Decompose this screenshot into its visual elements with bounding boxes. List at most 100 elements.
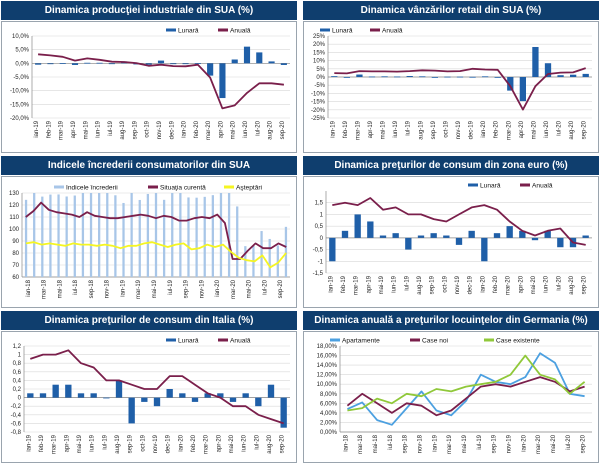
bar-Lunară (381, 76, 388, 78)
y-tick-label: 60 (12, 275, 19, 281)
bar-Lunară (519, 77, 526, 102)
x-tick-label: sep-18 (89, 279, 95, 298)
x-tick-label: iul-18 (73, 279, 79, 294)
bar-Lunară (182, 63, 189, 65)
legend-label: Lunară (178, 28, 199, 35)
y-tick-label: 1 (320, 212, 324, 218)
bar-Lunară (90, 393, 97, 398)
legend-label: Anuală (532, 183, 553, 190)
chart-title: Dinamica anuală a preţurilor locuinţelor… (303, 311, 599, 330)
bar-Indicele încrederii (195, 197, 198, 277)
x-tick-label: iul-20 (262, 279, 268, 294)
x-tick-label: iul-20 (556, 275, 562, 290)
bar-Lunară (444, 76, 451, 78)
x-tick-label: mar-18 (42, 279, 48, 299)
x-tick-label: oct-19 (443, 120, 449, 137)
chart-svg: 18,00% 16,00% 14,00% 12,00% 10,00% 8,00% 6,00%… (317, 338, 592, 454)
bar-Lunară (482, 76, 489, 78)
bar-Lunară (331, 76, 338, 77)
x-tick-label: ian-19 (432, 434, 438, 451)
y-tick-label: 15% (313, 50, 326, 56)
x-tick-label: feb-20 (493, 275, 499, 293)
bar-Lunară (280, 397, 287, 428)
bar-Lunară (570, 74, 577, 77)
bar-Lunară (157, 60, 165, 64)
bar-Lunară (343, 77, 350, 78)
bar-Lunară (96, 62, 103, 64)
x-tick-label: dec-19 (169, 120, 175, 139)
x-tick-label: ian-19 (330, 120, 336, 137)
y-tick-label: 110 (9, 215, 19, 221)
bar-Indicele încrederii (146, 193, 150, 277)
legend-swatch (166, 28, 176, 32)
y-tick-label: -20% (311, 108, 326, 114)
bar-Lunară (108, 63, 115, 65)
y-tick-label: 100 (9, 227, 20, 233)
x-tick-label: sep-20 (280, 434, 286, 453)
bar-Lunară (166, 389, 173, 398)
bar-Indicele încrederii (171, 193, 174, 277)
y-tick-label: 8,00% (320, 392, 338, 398)
line-series-Apartamente (347, 352, 585, 426)
y-tick-label: -15% (311, 100, 326, 106)
chart-title: Dinamica preţurilor de consum din Italia… (1, 311, 297, 330)
plot-area: 10,0% 5,0% 0,0% -5,0% -10,0% -15,0% -20,0% ian-… (1, 21, 297, 153)
y-tick-label: -0,6 (11, 421, 22, 427)
x-tick-label: iun-20 (544, 120, 550, 137)
y-tick-label: 0 (320, 236, 324, 242)
y-tick-label: 16,00% (317, 354, 338, 360)
y-tick-label: 25% (313, 34, 326, 40)
x-tick-label: apr-20 (218, 120, 224, 138)
legend-label: Case existente (496, 338, 540, 345)
y-tick-label: 1 (18, 353, 22, 359)
x-tick-label: nov-19 (199, 279, 205, 298)
legend-swatch (484, 338, 494, 342)
bar-Indicele încrederii (187, 197, 190, 277)
chart-title: Indicele încrederii consumatorilor din S… (1, 156, 297, 175)
chart-title: Dinamica producţiei industriale din SUA … (1, 1, 297, 20)
x-tick-label: nov-19 (157, 120, 163, 139)
x-tick-label: iul-20 (557, 120, 563, 135)
x-tick-label: mar-20 (506, 120, 512, 140)
bar-Lunară (519, 230, 526, 238)
y-tick-label: 0,4 (13, 378, 22, 384)
x-tick-label: ian-20 (521, 434, 527, 451)
x-tick-label: feb-19 (39, 434, 45, 452)
bar-Lunară (417, 235, 425, 238)
y-tick-label: 0,8 (13, 361, 22, 367)
bar-Lunară (494, 77, 501, 78)
bar-Lunară (59, 63, 66, 64)
chart-svg: 1,5 1 0,5 0 -0,5 -1 -1,5 ian-19 feb-19 mar-19 apr-… (313, 183, 592, 295)
bar-Lunară (356, 74, 363, 77)
y-tick-label: 20% (313, 42, 326, 48)
x-tick-label: mar-20 (536, 434, 542, 454)
bar-Lunară (431, 77, 438, 78)
x-tick-label: mar-19 (136, 279, 142, 299)
bar-Lunară (103, 397, 110, 399)
x-tick-label: iul-19 (477, 434, 483, 449)
bar-Lunară (531, 237, 539, 241)
y-tick-label: 80 (12, 251, 19, 257)
x-tick-label: ian-18 (26, 279, 32, 296)
bar-Lunară (455, 237, 463, 245)
legend-swatch (410, 338, 420, 342)
bar-Lunară (493, 233, 501, 238)
bar-Indicele încrederii (244, 246, 247, 277)
bar-Lunară (405, 237, 412, 250)
x-tick-label: ian-20 (215, 279, 221, 296)
legend-label: Anuală (230, 338, 251, 345)
legend-label: Lunară (332, 28, 353, 35)
y-tick-label: 12,00% (317, 373, 338, 379)
plot-area: 1,5 1 0,5 0 -0,5 -1 -1,5 ian-19 feb-19 mar-19 apr-… (303, 176, 599, 308)
line-series-Anuală (332, 197, 586, 246)
y-tick-label: -15,0% (10, 102, 30, 108)
x-tick-label: mai-20 (247, 279, 253, 298)
x-tick-label: apr-20 (519, 120, 525, 138)
bar-Lunară (47, 63, 54, 65)
bar-Lunară (242, 393, 249, 398)
bar-Lunară (406, 76, 413, 77)
bar-Indicele încrederii (73, 195, 76, 277)
bar-Indicele încrederii (236, 206, 239, 277)
x-tick-label: feb-19 (341, 275, 347, 293)
bar-Lunară (456, 76, 464, 78)
